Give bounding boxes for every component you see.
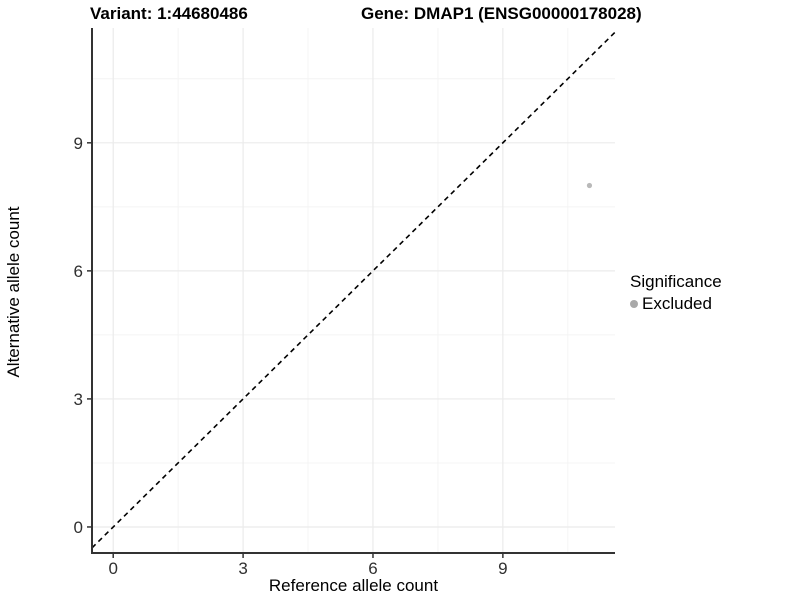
y-axis-title: Alternative allele count [4, 206, 23, 378]
x-axis-title: Reference allele count [268, 576, 439, 595]
legend-title: Significance [630, 272, 722, 291]
y-tick-label: 0 [74, 518, 83, 537]
y-tick-label: 3 [74, 390, 83, 409]
x-tick-label: 6 [368, 559, 377, 578]
x-tick-label: 0 [108, 559, 117, 578]
plot-title-variant: Variant: 1:44680486 [90, 4, 248, 23]
identity-line [91, 31, 616, 549]
y-tick-label: 6 [74, 262, 83, 281]
legend-entry: Excluded [630, 294, 722, 314]
legend-entry-label: Excluded [642, 294, 712, 313]
x-tick-label: 3 [238, 559, 247, 578]
y-tick-label: 9 [74, 134, 83, 153]
data-point [586, 182, 593, 189]
x-tick-label: 9 [498, 559, 507, 578]
legend: Significance Excluded [630, 272, 722, 314]
plot-title-gene: Gene: DMAP1 (ENSG00000178028) [361, 4, 642, 23]
legend-key-dot-icon [630, 300, 638, 308]
